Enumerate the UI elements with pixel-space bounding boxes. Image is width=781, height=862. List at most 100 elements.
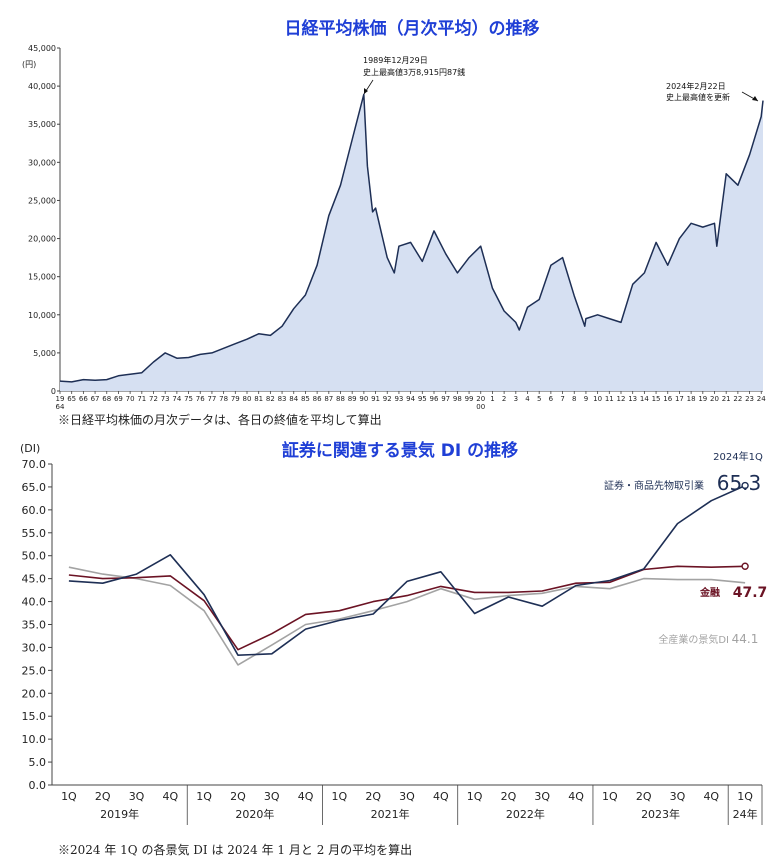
- annotation-2024-date: 2024年2月22日: [666, 81, 726, 91]
- nikkei-x-tick-label: 16: [663, 395, 672, 403]
- nikkei-x-tick-label: 14: [640, 395, 649, 403]
- nikkei-x-tick-label: 66: [79, 395, 88, 403]
- di-x-quarter-label: 3Q: [670, 790, 686, 803]
- nikkei-x-tick-label: 78: [219, 395, 228, 403]
- nikkei-x-tick-label: 00: [476, 403, 485, 411]
- nikkei-x-tick-label: 96: [430, 395, 439, 403]
- nikkei-x-tick-label: 72: [149, 395, 158, 403]
- nikkei-y-tick-label: 0: [51, 387, 56, 396]
- nikkei-x-tick-label: 22: [733, 395, 742, 403]
- nikkei-x-tick-label: 6: [549, 395, 554, 403]
- nikkei-x-tick-label: 80: [243, 395, 252, 403]
- di-x-quarter-label: 3Q: [264, 790, 280, 803]
- nikkei-y-tick-label: 25,000: [28, 196, 56, 205]
- di-x-quarter-label: 1Q: [737, 790, 753, 803]
- nikkei-x-tick-label: 99: [465, 395, 474, 403]
- nikkei-x-tick-label: 11: [605, 395, 614, 403]
- nikkei-y-unit: (円): [22, 60, 36, 69]
- annotation-1989-arrowhead: [364, 88, 368, 94]
- nikkei-y-tick-label: 10,000: [28, 311, 56, 320]
- nikkei-x-tick-label: 7: [560, 395, 564, 403]
- nikkei-price-line: [59, 93, 764, 383]
- nikkei-chart: 日経平均株価（月次平均）の推移 (円) 05,00010,00015,00020…: [22, 18, 766, 427]
- annotation-2024-arrowhead: [752, 96, 758, 101]
- nikkei-x-tick-label: 90: [359, 395, 368, 403]
- nikkei-x-tick-label: 13: [628, 395, 637, 403]
- di-series-line-2: [68, 566, 746, 666]
- nikkei-x-tick-label: 23: [745, 395, 754, 403]
- di-y-tick-label: 60.0: [22, 504, 47, 517]
- di-y-tick-label: 50.0: [22, 550, 47, 563]
- di-series-line-1: [68, 565, 746, 651]
- di-year-label: 2019年: [100, 807, 139, 821]
- nikkei-x-tick-label: 8: [572, 395, 576, 403]
- nikkei-x-tick-label: 24: [757, 395, 766, 403]
- di-series-end-marker-0: [741, 481, 749, 490]
- di-x-quarter-label: 4Q: [162, 790, 178, 803]
- nikkei-x-tick-label: 82: [266, 395, 275, 403]
- nikkei-x-tick-label: 5: [537, 395, 541, 403]
- nikkei-area-fill: [60, 94, 763, 392]
- nikkei-x-tick-label: 77: [207, 395, 216, 403]
- di-chart-title: 証券に関連する景気 DI の推移: [282, 440, 518, 461]
- di-y-tick-label: 15.0: [22, 710, 47, 723]
- di-x-quarter-label: 1Q: [332, 790, 348, 803]
- di-s2-value: 47.7: [733, 585, 768, 601]
- nikkei-x-tick-label: 83: [278, 395, 287, 403]
- di-x-quarter-label: 1Q: [467, 790, 483, 803]
- di-footnote: ※2024 年 1Q の各景気 DI は 2024 年 1 月と 2 月の平均を…: [58, 842, 412, 857]
- nikkei-x-tick-label: 69: [114, 395, 123, 403]
- nikkei-x-tick-label: 89: [348, 395, 357, 403]
- nikkei-x-tick-label: 17: [675, 395, 684, 403]
- nikkei-x-tick-label: 74: [172, 395, 181, 403]
- nikkei-y-tick-label: 5,000: [33, 349, 56, 358]
- annotation-1989-text: 史上最高値3万8,915円87銭: [363, 67, 465, 77]
- nikkei-x-tick-label: 91: [371, 395, 380, 403]
- di-x-quarter-label: 2Q: [501, 790, 517, 803]
- nikkei-x-tick-label: 71: [137, 395, 146, 403]
- nikkei-y-tick-label: 35,000: [28, 120, 56, 129]
- nikkei-x-tick-label: 85: [301, 395, 310, 403]
- nikkei-y-tick-label: 15,000: [28, 273, 56, 282]
- nikkei-x-tick-label: 9: [584, 395, 588, 403]
- di-y-tick-label: 5.0: [29, 756, 47, 769]
- di-y-tick-label: 40.0: [22, 596, 47, 609]
- di-s2-name: 金融: [699, 586, 720, 599]
- nikkei-y-tick-label: 30,000: [28, 158, 56, 167]
- nikkei-x-tick-label: 4: [525, 395, 530, 403]
- nikkei-x-tick-label: 93: [394, 395, 403, 403]
- di-year-label: 2020年: [235, 807, 274, 821]
- nikkei-x-tick-label: 86: [313, 395, 322, 403]
- nikkei-x-tick-label: 65: [67, 395, 76, 403]
- nikkei-x-tick-label: 75: [184, 395, 193, 403]
- nikkei-footnote: ※日経平均株価の月次データは、各日の終値を平均して算出: [58, 412, 382, 427]
- nikkei-x-tick-label: 64: [56, 403, 65, 411]
- nikkei-x-tick-label: 84: [289, 395, 298, 403]
- nikkei-x-tick-label: 87: [324, 395, 333, 403]
- nikkei-x-tick-label: 94: [406, 395, 415, 403]
- nikkei-x-tick-label: 67: [91, 395, 100, 403]
- di-y-tick-label: 30.0: [22, 641, 47, 654]
- di-x-quarter-label: 4Q: [703, 790, 719, 803]
- nikkei-x-tick-label: 2: [502, 395, 506, 403]
- nikkei-x-tick-label: 19: [56, 395, 65, 403]
- di-series-line-0: [68, 484, 746, 656]
- nikkei-x-tick-label: 98: [453, 395, 462, 403]
- nikkei-x-tick-label: 73: [161, 395, 170, 403]
- nikkei-x-tick-label: 68: [102, 395, 111, 403]
- di-y-tick-label: 55.0: [22, 527, 47, 540]
- nikkei-chart-title: 日経平均株価（月次平均）の推移: [285, 18, 540, 39]
- di-y-tick-label: 25.0: [22, 664, 47, 677]
- annotation-1989-date: 1989年12月29日: [363, 55, 428, 65]
- di-x-quarter-label: 3Q: [129, 790, 145, 803]
- nikkei-x-tick-label: 15: [652, 395, 661, 403]
- nikkei-x-tick-label: 19: [698, 395, 707, 403]
- nikkei-y-tick-label: 40,000: [28, 82, 56, 91]
- di-x-quarter-label: 2Q: [636, 790, 652, 803]
- di-end-period: 2024年1Q: [713, 450, 763, 463]
- di-y-tick-label: 0.0: [29, 779, 47, 792]
- nikkei-y-tick-label: 20,000: [28, 235, 56, 244]
- nikkei-x-tick-label: 3: [514, 395, 518, 403]
- di-y-tick-label: 20.0: [22, 687, 47, 700]
- nikkei-x-tick-label: 20: [710, 395, 719, 403]
